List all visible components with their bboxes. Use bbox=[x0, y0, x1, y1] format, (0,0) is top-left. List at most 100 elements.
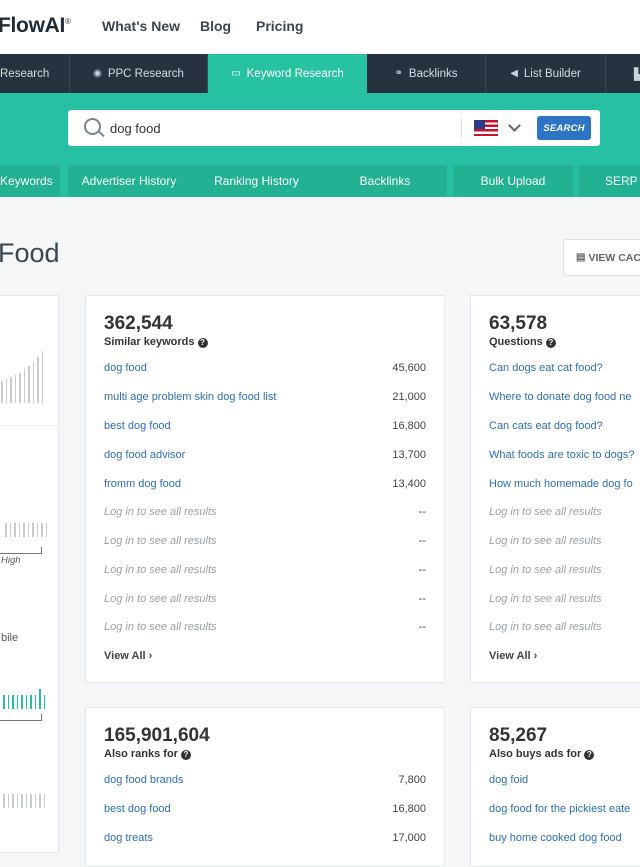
search-volume: -- bbox=[418, 593, 426, 605]
locked-result: Log in to see all results bbox=[489, 593, 602, 605]
card-count: 63,578 bbox=[489, 313, 548, 334]
chevron-right-icon: › bbox=[533, 650, 538, 662]
help-icon[interactable]: ? bbox=[584, 750, 595, 760]
tab-more[interactable]: ▙ bbox=[606, 54, 640, 93]
list-item: Log in to see all results -- bbox=[104, 621, 426, 639]
search-volume: 13,700 bbox=[392, 449, 426, 461]
list-item: Log in to see all results bbox=[489, 593, 640, 611]
chevron-down-icon[interactable] bbox=[508, 119, 521, 132]
search-volume: 7,800 bbox=[398, 774, 426, 786]
subtab-serp[interactable]: SERP A bbox=[579, 165, 640, 197]
nav-blog[interactable]: Blog bbox=[200, 18, 232, 34]
left-panel: High bile bbox=[0, 295, 59, 853]
subtab-keywords[interactable]: Keywords bbox=[0, 165, 60, 197]
search-band: SEARCH bbox=[0, 93, 640, 197]
divider bbox=[461, 118, 462, 138]
locked-result: Log in to see all results bbox=[489, 506, 602, 518]
list-item: How much homemade dog fo bbox=[489, 478, 640, 496]
trend-sparkline bbox=[1, 351, 43, 403]
card-label-text: Also buys ads for bbox=[489, 748, 582, 760]
search-button[interactable]: SEARCH bbox=[537, 116, 591, 140]
list-item: dog foid bbox=[489, 774, 640, 792]
link-icon: ⚭ bbox=[394, 68, 403, 79]
card-count: 165,901,604 bbox=[104, 725, 210, 746]
question-link[interactable]: Can dogs eat cat food? bbox=[489, 362, 603, 374]
search-volume: 16,800 bbox=[392, 420, 426, 432]
nav-whats-new[interactable]: What's New bbox=[102, 18, 181, 34]
card-label-text: Questions bbox=[489, 336, 543, 348]
trend-bars bbox=[3, 794, 45, 808]
help-icon[interactable]: ? bbox=[545, 338, 556, 348]
tab-label: Keyword Research bbox=[246, 67, 344, 80]
keyword-link[interactable]: dog treats bbox=[104, 832, 153, 844]
tab-list-builder[interactable]: ◀ List Builder bbox=[486, 54, 606, 93]
keyword-link[interactable]: multi age problem skin dog food list bbox=[104, 391, 277, 403]
view-all-link[interactable]: View All › bbox=[489, 650, 537, 662]
list-item: dog treats 17,000 bbox=[104, 832, 426, 850]
keyword-link[interactable]: best dog food bbox=[104, 803, 171, 815]
list-item: fromm dog food 13,400 bbox=[104, 478, 426, 496]
subtab-backlinks[interactable]: Backlinks bbox=[323, 165, 447, 197]
locked-result: Log in to see all results bbox=[104, 535, 217, 547]
also-buys-ads-card: 85,267 Also buys ads for? dog foid dog f… bbox=[470, 707, 640, 867]
search-volume: 17,000 bbox=[392, 832, 426, 844]
help-icon[interactable]: ? bbox=[197, 338, 208, 348]
target-icon: ◉ bbox=[93, 68, 102, 79]
search-input[interactable] bbox=[110, 110, 460, 146]
list-item: multi age problem skin dog food list 21,0… bbox=[104, 391, 426, 409]
list-item: dog food brands 7,800 bbox=[104, 774, 426, 792]
keyword-link[interactable]: best dog food bbox=[104, 420, 171, 432]
subtab-bulk-upload[interactable]: Bulk Upload bbox=[453, 165, 573, 197]
help-icon[interactable]: ? bbox=[180, 750, 191, 760]
us-flag-icon[interactable] bbox=[474, 120, 498, 136]
subtab-ranking-history[interactable]: Ranking History bbox=[190, 165, 323, 197]
keyword-link[interactable]: fromm dog food bbox=[104, 478, 182, 490]
list-item: Log in to see all results -- bbox=[104, 564, 426, 582]
subtab-advertiser-history[interactable]: Advertiser History bbox=[68, 165, 190, 197]
also-ranks-card: 165,901,604 Also ranks for? dog food bra… bbox=[85, 707, 445, 867]
list-item: best dog food 16,800 bbox=[104, 420, 426, 438]
list-item: Log in to see all results bbox=[489, 621, 640, 639]
tab-backlinks[interactable]: ⚭ Backlinks bbox=[367, 54, 486, 93]
keyword-link[interactable]: dog food for the pickiest eate bbox=[489, 803, 631, 815]
locked-result: Log in to see all results bbox=[104, 593, 217, 605]
locked-result: Log in to see all results bbox=[104, 621, 217, 633]
tab-ppc-research[interactable]: ◉ PPC Research bbox=[70, 54, 208, 93]
search-box: SEARCH bbox=[68, 110, 600, 146]
question-link[interactable]: What foods are toxic to dogs? bbox=[489, 449, 635, 461]
list-item: Log in to see all results -- bbox=[104, 506, 426, 524]
question-link[interactable]: How much homemade dog fo bbox=[489, 478, 633, 490]
tab-label: PPC Research bbox=[107, 67, 184, 80]
view-all-label: View All bbox=[104, 650, 146, 662]
keyword-link[interactable]: dog food brands bbox=[104, 774, 184, 786]
keyword-link[interactable]: buy home cooked dog food bbox=[489, 832, 622, 844]
card-label: Also ranks for? bbox=[104, 748, 191, 760]
main-tabs: Research ◉ PPC Research ▭ Keyword Research… bbox=[0, 54, 640, 93]
question-link[interactable]: Where to donate dog food ne bbox=[489, 391, 632, 403]
tab-label: Research bbox=[0, 67, 50, 80]
card-count: 362,544 bbox=[104, 313, 173, 334]
locked-result: Log in to see all results bbox=[489, 564, 602, 576]
question-link[interactable]: Can cats eat dog food? bbox=[489, 420, 603, 432]
keyword-link[interactable]: dog foid bbox=[489, 774, 529, 786]
list-item: dog food advisor 13,700 bbox=[104, 449, 426, 467]
logo[interactable]: FlowAI® bbox=[0, 14, 71, 38]
divider bbox=[0, 425, 58, 426]
list-item: Log in to see all results bbox=[489, 506, 640, 524]
list-item: Where to donate dog food ne bbox=[489, 391, 640, 409]
tab-keyword-research[interactable]: ▭ Keyword Research bbox=[208, 54, 367, 93]
search-volume: -- bbox=[418, 535, 426, 547]
tab-label: Backlinks bbox=[408, 67, 458, 80]
card-count: 85,267 bbox=[489, 725, 548, 746]
list-item: best dog food 16,800 bbox=[104, 803, 426, 821]
keyword-link[interactable]: dog food bbox=[104, 362, 147, 374]
view-cache-button[interactable]: ▤ VIEW CAC bbox=[563, 239, 640, 276]
search-volume: 16,800 bbox=[392, 803, 426, 815]
nav-pricing[interactable]: Pricing bbox=[256, 18, 304, 34]
tab-research[interactable]: Research bbox=[0, 54, 70, 93]
view-all-link[interactable]: View All › bbox=[104, 650, 152, 662]
competition-bars bbox=[5, 523, 47, 537]
locked-result: Log in to see all results bbox=[489, 535, 602, 547]
megaphone-icon: ◀ bbox=[510, 68, 518, 79]
keyword-link[interactable]: dog food advisor bbox=[104, 449, 186, 461]
